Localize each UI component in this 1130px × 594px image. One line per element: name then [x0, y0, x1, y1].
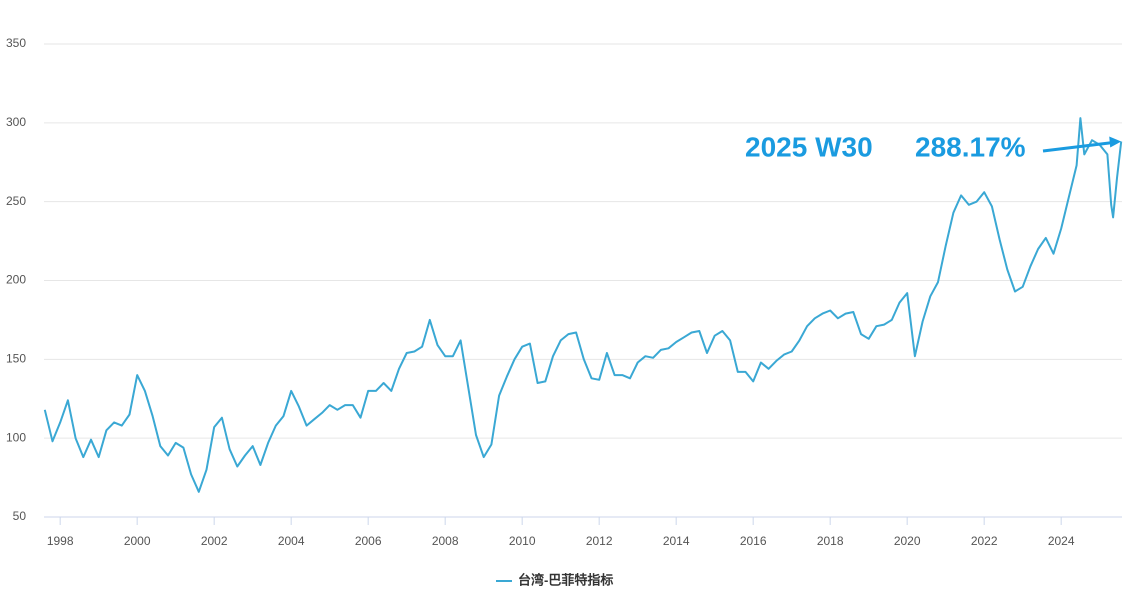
x-tick-label: 2012 — [586, 534, 613, 548]
x-tick-label: 2008 — [432, 534, 459, 548]
x-tick-label: 2002 — [201, 534, 228, 548]
x-tick-label: 2004 — [278, 534, 305, 548]
annotation-value: 288.17% — [915, 131, 1026, 162]
legend-label: 台湾-巴菲特指标 — [518, 572, 613, 587]
y-tick-label: 250 — [6, 194, 26, 208]
y-tick-label: 50 — [13, 509, 27, 523]
x-tick-label: 2000 — [124, 534, 151, 548]
y-tick-label: 100 — [6, 430, 26, 444]
x-tick-label: 2016 — [740, 534, 767, 548]
arrow-head — [1109, 136, 1122, 148]
annotation-label: 2025 W30 — [745, 131, 873, 162]
y-tick-label: 300 — [6, 115, 26, 129]
x-tick-label: 2010 — [509, 534, 536, 548]
annotation-arrow — [1042, 140, 1114, 153]
x-tick-label: 2006 — [355, 534, 382, 548]
x-tick-label: 2014 — [663, 534, 690, 548]
x-tick-label: 2018 — [817, 534, 844, 548]
x-tick-label: 2022 — [971, 534, 998, 548]
x-tick-label: 2020 — [894, 534, 921, 548]
series-line — [43, 117, 1123, 493]
y-tick-label: 150 — [6, 352, 26, 366]
x-tick-label: 2024 — [1048, 534, 1075, 548]
x-tick-label: 1998 — [47, 534, 74, 548]
y-tick-label: 350 — [6, 36, 26, 50]
y-tick-label: 200 — [6, 273, 26, 287]
